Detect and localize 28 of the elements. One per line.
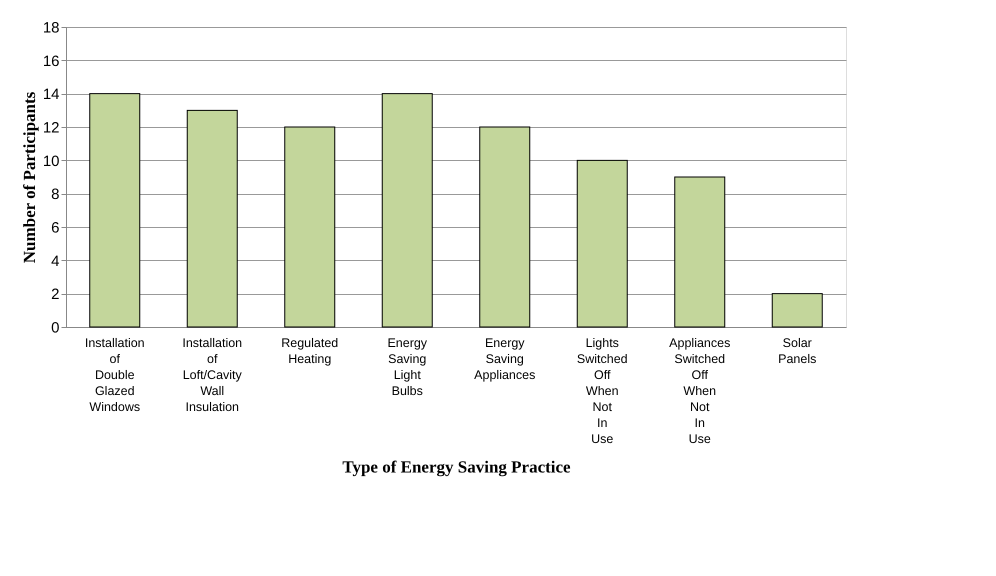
y-tick-label: 16 — [42, 52, 60, 70]
x-axis-title: Type of Energy Saving Practice — [342, 458, 572, 476]
y-tick-label: 8 — [51, 186, 60, 204]
x-tick-label: Regulated Heating — [281, 336, 338, 366]
bar — [674, 176, 726, 328]
y-tick-label: 12 — [42, 120, 60, 136]
y-axis-title: Number of Participants — [20, 91, 39, 264]
bar — [772, 293, 823, 328]
x-tick-label: Installation of Double Glazed Windows — [84, 336, 145, 414]
bar — [89, 93, 140, 328]
x-tick-label: Energy Saving Light Bulbs — [387, 336, 428, 398]
y-tick-label: 2 — [51, 286, 60, 304]
y-tick-label: 6 — [51, 220, 60, 236]
bar — [576, 160, 628, 328]
y-tick-label: 14 — [42, 86, 60, 104]
y-tick-label: 18 — [42, 20, 60, 36]
y-tick-label: 10 — [42, 152, 60, 170]
y-tick-label: 0 — [51, 320, 60, 336]
bar — [382, 93, 433, 328]
x-tick-label: Appliances Switched Off When Not In Use — [669, 336, 730, 446]
x-tick-label: Solar Panels — [778, 336, 816, 366]
x-tick-label: Installation of Loft/Cavity Wall Insulation — [182, 336, 243, 414]
bar — [186, 110, 238, 328]
bar — [284, 126, 336, 328]
x-tick-label: Energy Saving Appliances — [474, 336, 536, 382]
y-tick-label: 4 — [51, 252, 60, 270]
bar — [479, 126, 530, 328]
x-tick-label: Lights Switched Off When Not In Use — [576, 336, 628, 446]
